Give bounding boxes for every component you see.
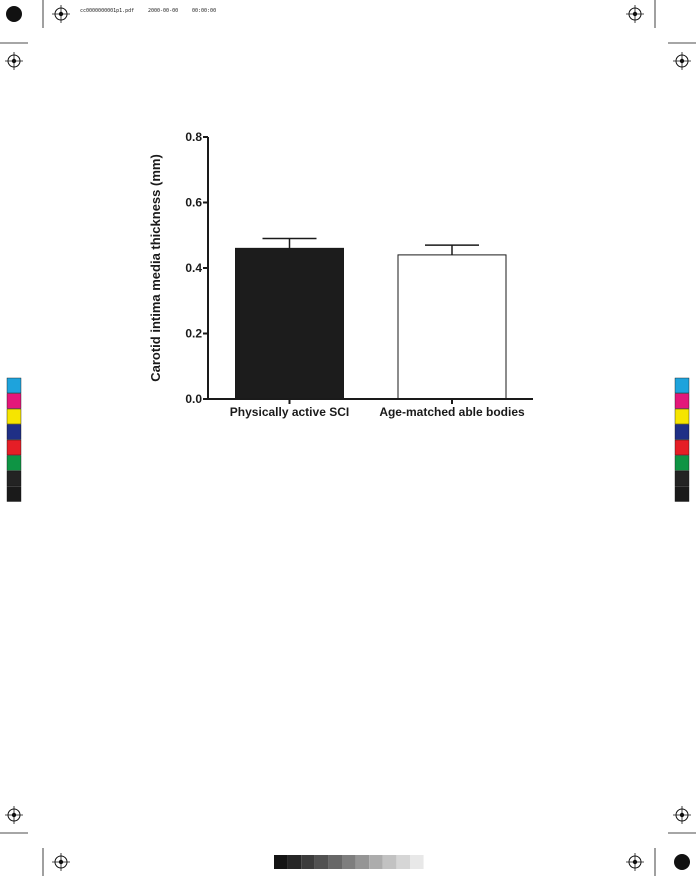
color-swatch	[6, 439, 22, 456]
registration-target	[5, 806, 23, 824]
color-swatch	[674, 393, 690, 409]
registration-target	[5, 52, 23, 70]
corner-dot	[6, 6, 22, 22]
color-swatch	[674, 377, 690, 394]
color-swatch	[674, 424, 690, 440]
y-tick-label: 0.4	[185, 261, 202, 275]
y-tick-label: 0.6	[185, 196, 202, 210]
bar	[235, 247, 344, 400]
bars	[235, 247, 507, 400]
error-bars	[262, 237, 479, 255]
y-tick-label: 0.0	[185, 392, 202, 406]
color-swatch	[6, 408, 22, 425]
y-tick-label: 0.8	[185, 130, 202, 144]
corner-dot	[674, 854, 690, 870]
gray-step	[328, 855, 342, 869]
color-swatch	[674, 439, 690, 456]
color-swatch	[6, 470, 22, 487]
gray-step	[314, 855, 329, 869]
registration-target	[626, 5, 644, 23]
gray-step	[274, 855, 288, 869]
gray-step	[396, 855, 410, 869]
grayscale-ramp	[274, 855, 424, 869]
color-swatch	[6, 455, 22, 471]
color-swatch	[674, 486, 690, 502]
gray-step	[410, 855, 424, 869]
gray-step	[287, 855, 302, 869]
slug-time: 00:00:00	[192, 8, 216, 14]
gray-step	[369, 855, 383, 869]
slug-date: 2000-00-00	[148, 8, 178, 14]
x-category-label: Age-matched able bodies	[379, 405, 525, 419]
slug-line: cc0000000001p1.pdf 2000-00-00 00:00:00	[80, 8, 216, 14]
gray-step	[342, 855, 356, 869]
x-category-label: Physically active SCI	[230, 405, 349, 419]
color-bar-left	[6, 377, 22, 502]
registration-target	[52, 853, 70, 871]
y-axis: 0.0 0.2 0.4 0.6 0.8	[185, 130, 209, 406]
slug-file: cc0000000001p1.pdf	[80, 8, 134, 14]
gray-step	[355, 855, 370, 869]
y-tick-label: 0.2	[185, 327, 202, 341]
color-swatch	[674, 455, 690, 471]
bar	[397, 254, 507, 400]
registration-target	[52, 5, 70, 23]
registration-target	[626, 853, 644, 871]
bar-chart: Carotid intima media thickness (mm) 0.00…	[148, 130, 533, 419]
registration-marks	[5, 5, 691, 871]
color-swatch	[6, 424, 22, 440]
registration-target	[673, 52, 691, 70]
color-swatch	[6, 377, 22, 394]
color-swatch	[674, 408, 690, 425]
color-swatch	[6, 486, 22, 502]
x-axis: Physically active SCI Age-matched able bo…	[208, 398, 533, 419]
gray-step	[382, 855, 397, 869]
registration-target	[673, 806, 691, 824]
color-swatch	[6, 393, 22, 409]
y-axis-title: Carotid intima media thickness (mm)	[148, 154, 163, 382]
gray-step	[301, 855, 315, 869]
color-bar-right	[674, 377, 690, 502]
color-swatch	[674, 470, 690, 487]
